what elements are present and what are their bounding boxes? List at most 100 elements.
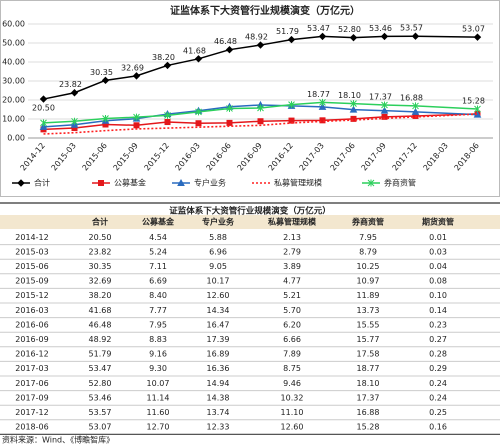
marker (287, 35, 296, 44)
table-cell: 9.05 (209, 262, 227, 271)
chart-title: 证监体系下大资管行业规模演变（万亿元） (170, 4, 360, 17)
marker (381, 101, 388, 109)
table-cell: 10.07 (147, 379, 170, 388)
marker (380, 106, 389, 114)
data-label: 32.69 (121, 63, 144, 72)
marker (102, 115, 109, 123)
table-title: 证监体系下大资管行业规模演变（万亿元） (169, 206, 331, 217)
marker (473, 33, 482, 41)
data-label: 53.46 (369, 24, 392, 33)
table-cell: 8.79 (359, 247, 377, 256)
table-cell: 14.34 (207, 306, 230, 315)
table-cell: 2015-03 (15, 247, 48, 256)
table-cell: 12.70 (147, 423, 170, 432)
table-cell: 30.35 (89, 262, 112, 271)
table-cell: 23.82 (89, 247, 112, 256)
column-header: 期货资管 (422, 217, 454, 227)
data-label: 53.47 (307, 24, 330, 33)
table-cell: 5.21 (283, 291, 301, 300)
table-cell: 41.68 (89, 306, 112, 315)
table-cell: 9.46 (283, 379, 301, 388)
table-cell: 0.29 (429, 364, 447, 373)
source: 资料来源：Wind、《博瞻智库》 (2, 435, 114, 445)
table-cell: 7.95 (149, 320, 167, 329)
table-cell: 9.30 (149, 364, 167, 373)
marker (226, 104, 233, 112)
table-cell: 12.60 (281, 423, 304, 432)
table-cell: 53.46 (89, 393, 112, 402)
column-header: 专户业务 (202, 217, 235, 227)
table-cell: 18.77 (357, 364, 380, 373)
table-cell: 7.11 (149, 262, 167, 271)
table-cell: 18.10 (357, 379, 380, 388)
table-cell: 0.28 (429, 350, 447, 359)
marker (39, 95, 48, 103)
marker (411, 32, 420, 40)
table-cell: 32.69 (89, 277, 112, 286)
table-cell: 2015-09 (15, 277, 48, 286)
data-label: 15.28 (462, 96, 485, 105)
marker (350, 115, 357, 122)
series-line (43, 101, 478, 124)
marker (349, 33, 358, 42)
table-cell: 4.77 (283, 277, 301, 286)
table-cell: 8.75 (283, 364, 301, 373)
marker (40, 119, 47, 127)
table-cell: 15.28 (357, 423, 380, 432)
legend-label: 私募管理规模 (274, 178, 322, 188)
table-cell: 13.73 (357, 306, 380, 315)
table-cell: 10.17 (207, 277, 230, 286)
table-cell: 12.60 (207, 291, 230, 300)
table-cell: 17.37 (357, 393, 380, 402)
marker (70, 89, 79, 97)
table-cell: 13.74 (207, 408, 230, 417)
table-cell: 0.04 (429, 262, 447, 271)
marker (411, 107, 420, 115)
table-cell: 0.03 (429, 247, 447, 256)
table-cell: 0.27 (429, 335, 447, 344)
y-tick-label: 0.00 (7, 134, 25, 143)
table-cell: 0.08 (429, 277, 447, 286)
marker (133, 113, 140, 121)
table-cell: 6.20 (283, 320, 301, 329)
table-cell: 53.57 (89, 408, 112, 417)
table-cell: 2.79 (283, 247, 301, 256)
chart-frame (0, 0, 500, 197)
table-cell: 51.79 (89, 350, 112, 359)
series-line (43, 113, 478, 135)
table-cell: 2016-03 (15, 306, 48, 315)
marker (257, 104, 264, 112)
data-label: 20.50 (32, 104, 55, 113)
data-label: 48.92 (245, 33, 268, 42)
data-label: 41.68 (183, 46, 206, 55)
table-cell: 2018-06 (15, 423, 48, 432)
table-cell: 2017-06 (15, 379, 48, 388)
column-header: 合计 (91, 217, 108, 227)
series-line (43, 104, 478, 128)
table-cell: 0.25 (429, 408, 447, 417)
table-cell: 2015-12 (15, 291, 48, 300)
legend-label: 专户业务 (194, 178, 226, 188)
table-cell: 7.77 (149, 306, 167, 315)
table-cell: 48.92 (89, 335, 112, 344)
table-cell: 5.70 (283, 306, 301, 315)
y-tick-label: 30.00 (2, 77, 25, 86)
table-cell: 0.23 (429, 320, 447, 329)
marker (349, 105, 358, 113)
table-cell: 12.33 (207, 423, 230, 432)
legend-marker (367, 179, 375, 187)
marker (319, 98, 326, 106)
table-cell: 2017-03 (15, 364, 48, 373)
table-cell: 2014-12 (15, 233, 48, 242)
legend-label: 券商资管 (384, 178, 416, 188)
data-label: 23.82 (59, 80, 82, 89)
table-cell: 7.89 (283, 350, 301, 359)
table-cell: 53.07 (89, 423, 112, 432)
column-header: 公募基金 (142, 217, 175, 227)
table-cell: 5.88 (209, 233, 227, 242)
table-cell: 0.14 (429, 306, 447, 315)
data-label: 51.79 (276, 27, 299, 36)
y-tick-label: 10.00 (2, 115, 25, 124)
table-cell: 4.54 (149, 233, 167, 242)
